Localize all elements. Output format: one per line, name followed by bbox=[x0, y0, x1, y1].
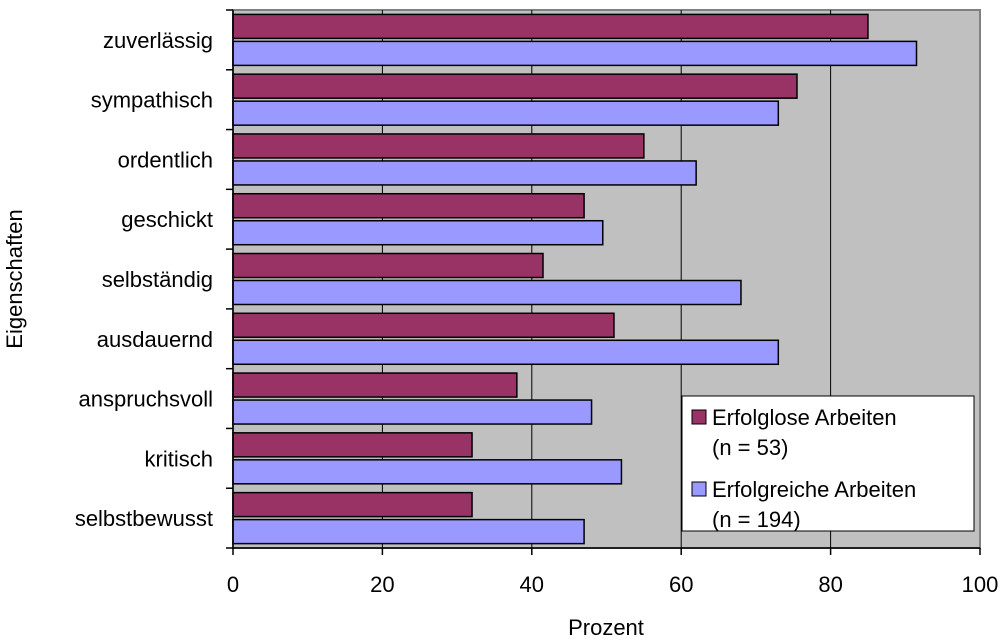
bar-erfolgreiche bbox=[232, 339, 780, 366]
y-axis-title: Eigenschaften bbox=[2, 209, 27, 348]
bar-erfolglose bbox=[232, 13, 869, 40]
x-tick-label: 0 bbox=[227, 572, 239, 597]
bar-erfolgreiche bbox=[232, 518, 585, 545]
bar-erfolglose bbox=[232, 192, 585, 219]
x-tick-label: 80 bbox=[818, 572, 842, 597]
bar-erfolgreiche bbox=[232, 279, 742, 306]
bar-erfolglose bbox=[232, 252, 544, 279]
category-label: sympathisch bbox=[91, 88, 213, 113]
category-label: ausdauernd bbox=[97, 327, 213, 352]
category-label: kritisch bbox=[145, 446, 213, 471]
bar-erfolglose bbox=[232, 133, 645, 159]
legend-label-erfolgreiche: Erfolgreiche Arbeiten bbox=[712, 477, 916, 502]
category-label: anspruchsvoll bbox=[78, 387, 213, 412]
category-label: ordentlich bbox=[118, 147, 213, 172]
bar-erfolglose bbox=[232, 73, 798, 99]
legend-label-erfolglose: Erfolglose Arbeiten bbox=[712, 405, 897, 430]
x-tick-label: 60 bbox=[669, 572, 693, 597]
legend-box bbox=[681, 395, 975, 532]
gridlines bbox=[381, 10, 832, 548]
bar-erfolgreiche bbox=[232, 219, 604, 246]
x-tick-label: 20 bbox=[370, 572, 394, 597]
axis-ticks: 0 20 40 60 80 100 bbox=[226, 9, 999, 597]
legend: Erfolglose Arbeiten (n = 53) Erfolgreich… bbox=[681, 395, 975, 532]
bar-erfolgreiche bbox=[232, 160, 697, 186]
category-labels: zuverlässig sympathisch ordentlich geschick… bbox=[75, 28, 213, 531]
bar-erfolgreiche bbox=[232, 100, 780, 126]
bar-erfolglose bbox=[232, 432, 473, 458]
category-label: geschickt bbox=[121, 207, 213, 232]
bar-erfolglose bbox=[232, 372, 518, 398]
bar-erfolglose bbox=[232, 312, 615, 339]
legend-swatch-erfolglose bbox=[691, 409, 707, 425]
bars bbox=[232, 13, 918, 545]
legend-label-erfolgreiche-n: (n = 194) bbox=[712, 507, 801, 532]
category-label: zuverlässig bbox=[103, 28, 213, 53]
x-tick-label: 100 bbox=[962, 572, 999, 597]
legend-label-erfolglose-n: (n = 53) bbox=[712, 435, 788, 460]
bar-erfolgreiche bbox=[232, 399, 593, 425]
legend-swatch-erfolgreiche bbox=[691, 481, 707, 497]
x-axis-title: Prozent bbox=[568, 615, 644, 640]
category-label: selbstbewusst bbox=[75, 506, 213, 531]
category-label: selbständig bbox=[102, 267, 213, 292]
bar-erfolglose bbox=[232, 491, 473, 518]
bar-erfolgreiche bbox=[232, 459, 623, 485]
bar-erfolgreiche bbox=[232, 40, 918, 67]
x-tick-label: 40 bbox=[520, 572, 544, 597]
